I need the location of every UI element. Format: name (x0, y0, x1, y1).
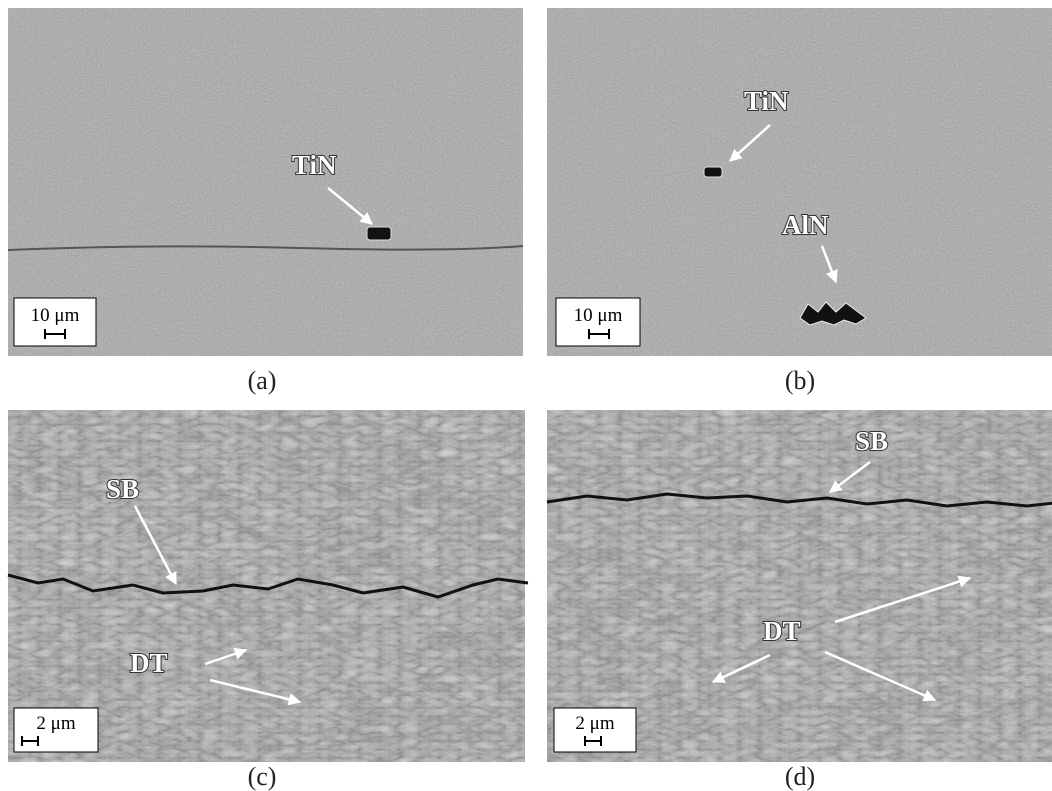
annotation: DT (130, 648, 168, 678)
annotation: SB (855, 426, 888, 456)
panel-b: TiN AlN 10 μm (547, 8, 1052, 356)
annotation: AlN (782, 210, 829, 240)
scale-label: 10 μm (31, 305, 80, 326)
annotation: DT (763, 616, 801, 646)
scale-label: 10 μm (574, 305, 623, 326)
particle (367, 227, 391, 240)
annotation: SB (106, 474, 139, 504)
scale-label: 2 μm (575, 713, 614, 734)
panel-d: SB DT 2 μm (547, 410, 1052, 762)
caption: (a) (248, 366, 277, 395)
annotation: TiN (744, 86, 789, 116)
panel-c: SB DT 2 μm (8, 410, 528, 762)
figure: TiN 10 μm (a) TiN AlN 10 μm (b) SB DT 2 … (0, 0, 1052, 791)
annotation: TiN (292, 150, 337, 180)
panel-a: TiN 10 μm (8, 8, 523, 356)
caption: (b) (785, 366, 815, 395)
scale-label: 2 μm (36, 713, 75, 734)
caption: (d) (785, 762, 815, 791)
particle (704, 167, 722, 177)
caption: (c) (248, 762, 277, 791)
